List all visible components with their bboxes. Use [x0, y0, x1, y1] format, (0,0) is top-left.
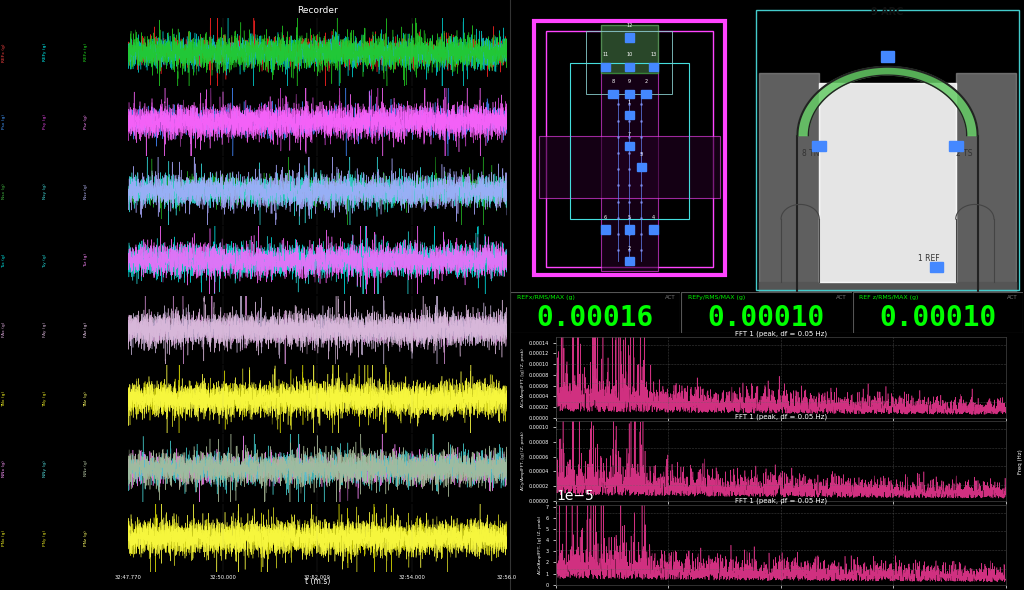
Bar [625, 63, 634, 71]
Text: TNz (g): TNz (g) [84, 391, 88, 407]
Text: 9 ARC: 9 ARC [871, 6, 904, 17]
Text: Tsy (g): Tsy (g) [43, 253, 47, 267]
Text: REFy (g): REFy (g) [43, 43, 47, 61]
Text: 11: 11 [602, 53, 608, 57]
Text: 10: 10 [627, 53, 633, 57]
Bar [625, 257, 634, 265]
Text: 8 TN: 8 TN [803, 149, 820, 159]
Title: FFT 1 (peak, df = 0.05 Hz): FFT 1 (peak, df = 0.05 Hz) [735, 414, 826, 421]
Text: NNx (g): NNx (g) [2, 460, 6, 477]
Text: ACT: ACT [665, 296, 675, 300]
Text: Psy (g): Psy (g) [43, 114, 47, 129]
Text: 9: 9 [628, 80, 631, 84]
Text: 2 TS: 2 TS [955, 149, 972, 159]
Y-axis label: ACy/AmplFFT, [g] (Z, peak): ACy/AmplFFT, [g] (Z, peak) [521, 432, 525, 490]
Text: 1: 1 [628, 100, 631, 106]
Bar [608, 90, 617, 98]
Text: Tsx (g): Tsx (g) [2, 253, 6, 267]
Text: 8: 8 [611, 80, 614, 84]
Title: FFT 1 (peak, df = 0.05 Hz): FFT 1 (peak, df = 0.05 Hz) [735, 497, 826, 504]
Text: Recorder: Recorder [297, 6, 338, 15]
Text: TNy (g): TNy (g) [43, 391, 47, 407]
Text: REFx (g): REFx (g) [2, 43, 6, 61]
Text: REF z/RMS/MAX (g): REF z/RMS/MAX (g) [859, 296, 919, 300]
Text: 2: 2 [645, 80, 648, 84]
Bar [601, 225, 610, 234]
Text: 1 REF: 1 REF [918, 254, 939, 263]
Text: t (m:s): t (m:s) [305, 577, 330, 586]
Text: 3: 3 [640, 152, 643, 158]
Text: ACT: ACT [836, 296, 847, 300]
Bar [625, 142, 634, 150]
Text: 12: 12 [627, 23, 633, 28]
Bar [625, 110, 634, 119]
Bar [881, 51, 894, 61]
Text: 0.00010: 0.00010 [708, 304, 825, 332]
Bar [648, 225, 658, 234]
Text: FAz (g): FAz (g) [84, 322, 88, 337]
Text: TNx (g): TNx (g) [2, 391, 6, 407]
Bar [955, 73, 1016, 292]
Text: 13: 13 [650, 53, 656, 57]
Text: ACT: ACT [1008, 296, 1018, 300]
Text: Nsy (g): Nsy (g) [43, 183, 47, 199]
Text: 7: 7 [628, 132, 631, 137]
Bar [819, 83, 955, 281]
Bar [812, 141, 826, 151]
Text: 2: 2 [628, 247, 631, 251]
Text: 32:56.0: 32:56.0 [497, 575, 517, 581]
Bar [930, 262, 943, 272]
Text: PNx (g): PNx (g) [2, 530, 6, 546]
Text: PNy (g): PNy (g) [43, 530, 47, 546]
Text: 32:52.000: 32:52.000 [304, 575, 331, 581]
Text: 32:54.000: 32:54.000 [398, 575, 426, 581]
Y-axis label: ACz/AmplFFT, [g] (Z, peak): ACz/AmplFFT, [g] (Z, peak) [539, 516, 543, 574]
Text: 32:50.000: 32:50.000 [209, 575, 237, 581]
Text: 0.00016: 0.00016 [537, 304, 653, 332]
Text: NNz (g): NNz (g) [84, 460, 88, 477]
Text: Psz (g): Psz (g) [84, 114, 88, 129]
Bar [625, 34, 634, 42]
Text: REFy/RMS/MAX (g): REFy/RMS/MAX (g) [688, 296, 745, 300]
Text: Nsx (g): Nsx (g) [2, 183, 6, 199]
Polygon shape [601, 25, 658, 73]
Text: PNz (g): PNz (g) [84, 530, 88, 546]
Text: 5: 5 [628, 215, 631, 220]
Polygon shape [601, 25, 658, 271]
Text: 4: 4 [652, 215, 655, 220]
Polygon shape [539, 136, 720, 198]
Bar [648, 63, 658, 71]
Bar [601, 63, 610, 71]
Text: FAy (g): FAy (g) [43, 322, 47, 337]
Text: Freq (Hz): Freq (Hz) [1019, 450, 1023, 474]
Bar [949, 141, 963, 151]
Text: 6: 6 [604, 215, 607, 220]
Text: Tsz (g): Tsz (g) [84, 253, 88, 267]
Bar [641, 90, 651, 98]
Text: 32:47.770: 32:47.770 [115, 575, 141, 581]
Text: Nsz (g): Nsz (g) [84, 183, 88, 199]
Text: NNy (g): NNy (g) [43, 460, 47, 477]
Text: 0.00010: 0.00010 [880, 304, 996, 332]
Bar [625, 225, 634, 234]
Polygon shape [798, 67, 978, 136]
Text: REFx/RMS/MAX (g): REFx/RMS/MAX (g) [517, 296, 574, 300]
Bar [625, 90, 634, 98]
Bar [759, 281, 1016, 292]
Y-axis label: ACx/AmplFFT, [g] (Z, peak): ACx/AmplFFT, [g] (Z, peak) [521, 348, 525, 407]
Bar [637, 163, 646, 171]
Title: FFT 1 (peak, df = 0.05 Hz): FFT 1 (peak, df = 0.05 Hz) [735, 330, 826, 337]
Bar [759, 73, 819, 292]
Text: FAx (g): FAx (g) [2, 322, 6, 337]
Text: Psx (g): Psx (g) [2, 114, 6, 129]
Text: REFz (g): REFz (g) [84, 43, 88, 61]
